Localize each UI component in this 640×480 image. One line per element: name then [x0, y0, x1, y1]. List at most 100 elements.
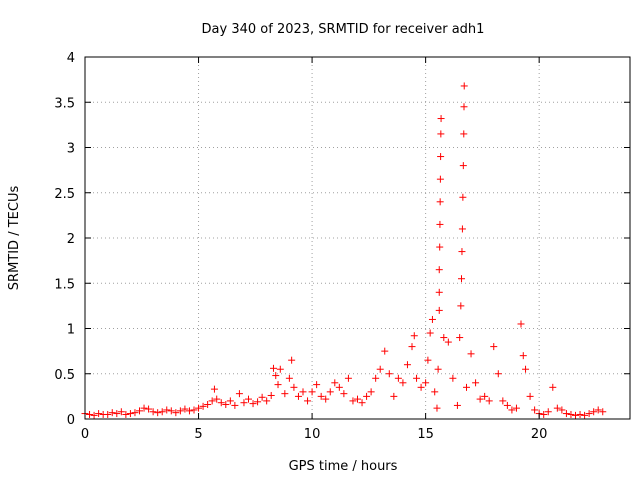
data-point: [440, 334, 448, 342]
data-point: [517, 320, 525, 328]
data-point: [195, 404, 203, 412]
data-point: [426, 329, 434, 337]
y-tick-label: 2: [67, 232, 75, 247]
data-point: [459, 162, 467, 170]
data-point: [590, 408, 598, 416]
data-point: [104, 410, 112, 418]
data-point: [136, 407, 143, 415]
data-point: [204, 401, 212, 409]
data-point: [485, 397, 493, 405]
data-point: [394, 374, 402, 382]
data-point: [288, 356, 296, 364]
data-point: [313, 381, 321, 389]
data-point: [154, 409, 162, 417]
data-point: [540, 410, 548, 418]
data-point: [576, 410, 584, 418]
data-point: [335, 383, 343, 391]
data-point: [222, 401, 230, 409]
x-tick-label: 15: [417, 427, 434, 442]
data-point: [444, 338, 452, 346]
data-point: [217, 399, 225, 407]
data-point: [226, 397, 234, 405]
data-point: [460, 82, 468, 90]
x-tick-label: 20: [531, 427, 548, 442]
data-point: [249, 400, 257, 408]
data-point: [457, 302, 465, 310]
data-point: [122, 410, 130, 418]
y-tick-label: 3: [67, 142, 75, 157]
data-point: [126, 410, 134, 418]
data-point: [281, 390, 289, 398]
data-point: [199, 402, 207, 410]
x-tick-label: 5: [194, 427, 202, 442]
data-point: [431, 388, 439, 396]
data-point: [572, 411, 579, 419]
data-point: [435, 288, 443, 296]
y-tick-label: 0.5: [54, 368, 75, 383]
data-point: [522, 365, 530, 373]
data-point: [567, 410, 575, 418]
data-point: [531, 406, 539, 414]
data-point: [185, 407, 193, 415]
data-point: [581, 411, 589, 419]
data-point: [90, 411, 98, 419]
y-axis-ticks: 0 0.5 1 1.5 2 2.5 3 3.5 4: [54, 51, 630, 428]
data-point: [140, 404, 148, 412]
data-point: [472, 379, 480, 387]
data-point: [408, 343, 416, 351]
data-point: [476, 395, 484, 403]
x-axis-label: GPS time / hours: [289, 459, 398, 474]
data-point: [326, 388, 334, 396]
data-point: [434, 365, 442, 373]
data-point: [208, 397, 216, 405]
data-point: [449, 374, 457, 382]
data-point: [158, 408, 166, 416]
data-point: [437, 130, 445, 138]
data-point: [436, 198, 444, 206]
data-point: [240, 399, 248, 407]
data-point: [349, 397, 357, 405]
data-point: [508, 406, 516, 414]
data-point: [245, 395, 252, 403]
data-point: [372, 374, 380, 382]
data-point: [95, 410, 103, 418]
data-point: [459, 193, 467, 201]
data-point: [436, 220, 444, 228]
data-point: [519, 352, 527, 360]
data-point: [422, 379, 430, 387]
data-point: [131, 409, 139, 417]
data-point: [456, 334, 464, 342]
data-point: [213, 395, 221, 403]
data-point: [285, 374, 293, 382]
data-point: [424, 356, 432, 364]
data-point: [172, 409, 180, 417]
data-point: [553, 404, 561, 412]
data-point: [562, 410, 570, 418]
data-point: [460, 103, 468, 111]
y-tick-label: 1.5: [54, 277, 75, 292]
data-point: [512, 404, 520, 412]
data-point: [503, 401, 511, 409]
data-point: [458, 225, 466, 233]
data-point: [113, 410, 121, 418]
data-point: [390, 392, 398, 400]
data-point: [190, 406, 198, 414]
data-point: [549, 383, 557, 391]
data-point: [181, 405, 189, 413]
data-point: [258, 393, 266, 401]
data-point: [254, 398, 262, 406]
data-point: [299, 388, 307, 396]
data-point: [210, 385, 218, 393]
y-tick-label: 1: [67, 323, 75, 338]
data-point: [86, 410, 94, 418]
x-axis-ticks: 0 5 10 15 20: [81, 57, 548, 442]
data-point: [331, 379, 339, 387]
data-point: [385, 370, 393, 378]
data-point: [436, 243, 444, 251]
data-point: [354, 395, 361, 403]
data-point: [308, 388, 316, 396]
data-point: [463, 383, 470, 391]
data-point: [494, 370, 502, 378]
chart-title: Day 340 of 2023, SRMTID for receiver adh…: [202, 22, 485, 37]
